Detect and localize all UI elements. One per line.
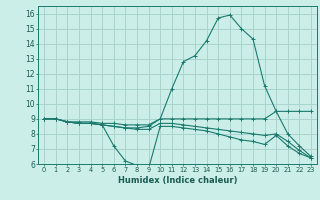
X-axis label: Humidex (Indice chaleur): Humidex (Indice chaleur) xyxy=(118,176,237,185)
